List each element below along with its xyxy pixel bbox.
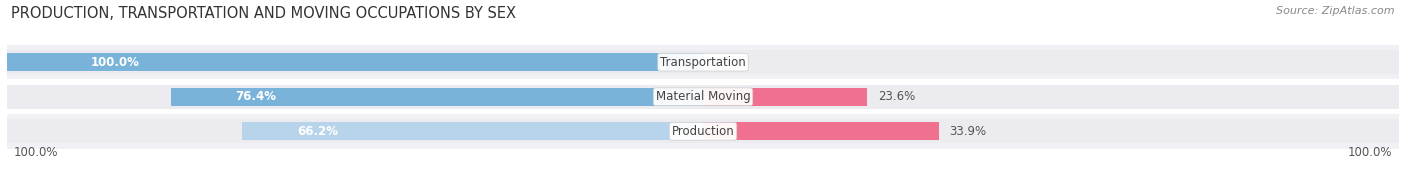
Text: Source: ZipAtlas.com: Source: ZipAtlas.com [1277,6,1395,16]
Text: 100.0%: 100.0% [1347,146,1392,159]
Bar [7,53,703,71]
Text: 0.0%: 0.0% [713,56,742,69]
Text: Material Moving: Material Moving [655,90,751,103]
Bar [172,88,703,106]
Bar [242,122,703,140]
Text: 100.0%: 100.0% [14,146,59,159]
Bar [703,50,1399,74]
Bar [7,114,1399,149]
Bar [7,119,703,143]
Text: 100.0%: 100.0% [90,56,139,69]
Bar [7,85,703,109]
Bar [7,45,1399,79]
Bar [703,85,1399,109]
Text: 33.9%: 33.9% [949,125,987,138]
Text: Transportation: Transportation [661,56,745,69]
Text: 23.6%: 23.6% [877,90,915,103]
Text: PRODUCTION, TRANSPORTATION AND MOVING OCCUPATIONS BY SEX: PRODUCTION, TRANSPORTATION AND MOVING OC… [11,6,516,21]
Bar [7,79,1399,114]
Bar [703,88,868,106]
Text: 76.4%: 76.4% [235,90,276,103]
Bar [7,50,703,74]
Text: 66.2%: 66.2% [298,125,339,138]
Bar [703,122,939,140]
Text: Production: Production [672,125,734,138]
Bar [703,119,1399,143]
